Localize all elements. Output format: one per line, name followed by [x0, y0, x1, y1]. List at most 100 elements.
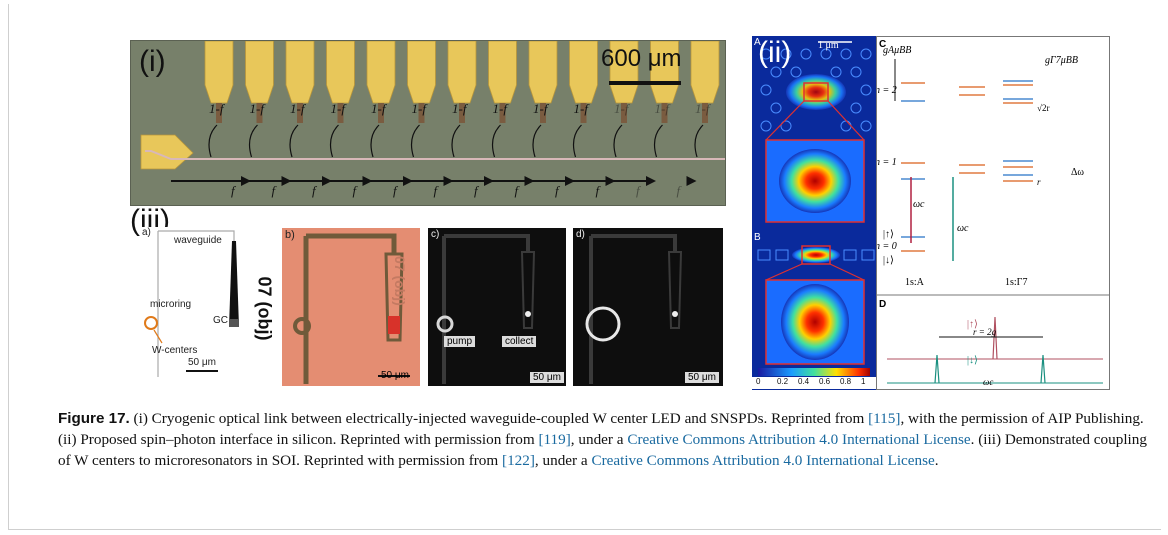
r-label: r: [1037, 177, 1041, 187]
detector-trace: [378, 103, 384, 123]
down-state-label: |↓⟩: [883, 255, 894, 266]
bond-pad: [407, 41, 436, 104]
panel-i-scale-label: 600 μm: [601, 45, 682, 72]
energy-level-diagram: [877, 59, 1109, 384]
bond-pad: [650, 41, 679, 104]
side-text: 07 (obj): [254, 276, 275, 341]
bond-pad: [204, 41, 234, 104]
split-arrow: [370, 124, 380, 158]
split-arrow: [208, 124, 218, 158]
caption-text-6: .: [934, 452, 939, 469]
panel-d-tag: d): [576, 229, 585, 240]
w-centers-label: W-centers: [152, 345, 198, 356]
transmit-label: f: [636, 183, 640, 198]
caption-prefix: Figure 17.: [58, 410, 130, 427]
arrowhead: [646, 176, 656, 186]
cc-license-link-2[interactable]: Creative Commons Attribution 4.0 Interna…: [591, 452, 935, 469]
chip-diagram: [140, 41, 725, 186]
split-label: 1-f: [533, 101, 548, 116]
arrowhead: [362, 176, 373, 186]
detector-trace: [297, 103, 303, 123]
up-state-label: |↑⟩: [883, 229, 894, 240]
split-arrow: [532, 124, 542, 158]
transmit-label: f: [393, 183, 397, 198]
panel-i-scale-bar: [609, 81, 681, 85]
arrowhead: [403, 176, 413, 186]
colorbar-tick-label: 0.8: [840, 377, 852, 386]
bond-pad: [609, 41, 639, 104]
transmit-label: f: [433, 183, 438, 198]
panel-d-scale-label: 50 μm: [685, 372, 719, 383]
cc-license-link-1[interactable]: Creative Commons Attribution 4.0 Interna…: [627, 431, 971, 448]
microring-label: microring: [150, 299, 192, 310]
detector-trace: [580, 103, 587, 123]
gc-label: GC: [213, 315, 228, 326]
ref-115-link[interactable]: [115]: [868, 410, 901, 427]
level-g-label: 1s:Γ7: [1005, 277, 1028, 288]
pl-map-c: [436, 234, 562, 384]
split-label: 1-f: [614, 101, 629, 116]
panel-a-scale-label: 50 μm: [188, 357, 216, 368]
pl-map-d: [585, 234, 719, 384]
colorbar-tick-label: 1: [861, 377, 866, 386]
bond-pad: [366, 41, 396, 104]
bond-pad: [245, 41, 274, 104]
split-arrow: [653, 124, 663, 158]
arrowhead: [443, 176, 454, 186]
split-arrow: [410, 124, 420, 158]
detector-trace: [459, 103, 465, 123]
arrowhead: [686, 176, 697, 186]
delta-omega-label: Δω: [1071, 167, 1085, 178]
colorbar-tick-label: 0.6: [819, 377, 831, 386]
panel-b-scale-label: 50 μm: [381, 370, 409, 381]
waveguide-bus: [145, 150, 725, 160]
sub-a-tag: A: [754, 37, 761, 48]
panel-i-label: (i): [139, 45, 166, 78]
detector-trace: [216, 103, 222, 123]
arrowhead: [605, 176, 616, 186]
level-a-label: 1s:A: [905, 277, 924, 288]
colorbar-tick-label: 0.2: [777, 377, 789, 386]
panel-c-tag: c): [431, 229, 440, 240]
split-label: 1-f: [654, 101, 669, 116]
colorbar-tick-label: 0.4: [798, 377, 810, 386]
caption-text-5: , under a: [534, 452, 592, 469]
detector-trace: [702, 103, 708, 123]
transmit-label: f: [595, 183, 600, 198]
ref-122-link[interactable]: [122]: [502, 452, 535, 469]
detector-trace: [418, 103, 425, 123]
transmit-label: f: [676, 183, 681, 198]
arrowhead: [322, 176, 332, 186]
transmit-label: f: [312, 183, 316, 198]
transmit-label: f: [474, 183, 478, 198]
split-label: 1-f: [452, 101, 467, 116]
split-arrow: [451, 124, 461, 158]
caption-text-1: (i) Cryogenic optical link between elect…: [129, 410, 869, 427]
ga-label: gAμBB: [883, 45, 912, 56]
panel-ii-energy-diagram: C gAμBB gΓ7μBB n = 2 √2r n = 1 r Δω ωc ω…: [876, 36, 1110, 390]
transmit-label: f: [352, 183, 357, 198]
split-label: 1-f: [411, 101, 426, 116]
panel-b-watermark: 07 (obj): [392, 256, 408, 306]
split-arrow: [329, 124, 339, 158]
panel-ii-label: (ii): [758, 36, 792, 69]
panel-iii-c-photoluminescence: c) pump collect 50 μm: [428, 228, 566, 386]
split-label: 1-f: [695, 101, 710, 116]
split-arrow: [613, 124, 623, 158]
n0-label: n = 0: [876, 241, 897, 252]
split-label: 1-f: [209, 101, 224, 116]
caption-text-4: . (iii) Demonstrated coupling of W cente…: [58, 431, 1147, 469]
d-down-label: |↓⟩: [967, 355, 978, 366]
collect-label: collect: [502, 336, 537, 347]
d-omega-label: ωc: [983, 377, 994, 387]
n2-label: n = 2: [876, 85, 897, 96]
arrowhead: [484, 176, 494, 186]
sub-d-tag: D: [879, 299, 887, 310]
detector-trace: [661, 103, 668, 123]
ref-119-link[interactable]: [119]: [538, 431, 571, 448]
bond-pad: [488, 41, 517, 104]
panel-iii-a-schematic: a) waveguide microring GC W-centers 50 μ…: [140, 227, 258, 387]
split-arrow: [248, 124, 258, 158]
transmit-label: f: [231, 183, 235, 198]
micrograph-drawing: [293, 233, 410, 384]
